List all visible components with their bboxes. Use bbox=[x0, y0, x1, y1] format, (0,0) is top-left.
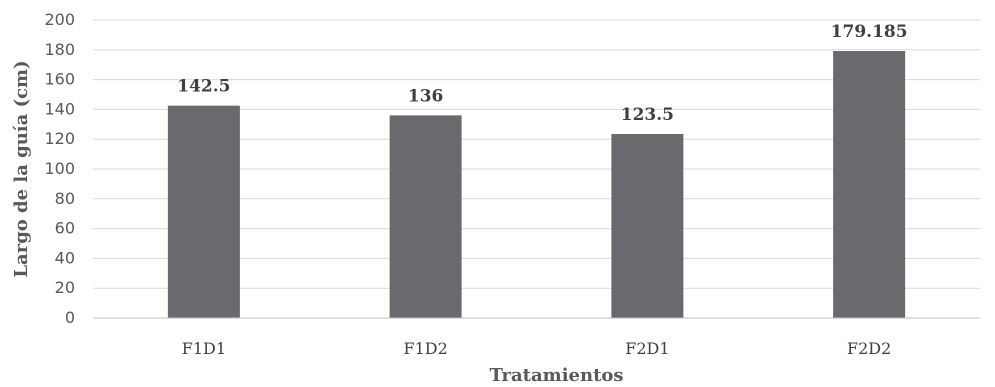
x-axis-title: Tratamientos bbox=[489, 365, 623, 386]
data-label: 179.185 bbox=[831, 22, 908, 42]
y-tick-label: 0 bbox=[65, 308, 75, 327]
x-tick-label: F2D1 bbox=[625, 339, 669, 358]
data-label: 123.5 bbox=[621, 105, 674, 125]
x-tick-label: F1D2 bbox=[403, 339, 447, 358]
bar-f1d2 bbox=[389, 115, 462, 318]
y-tick-label: 40 bbox=[55, 248, 75, 267]
y-tick-label: 80 bbox=[55, 189, 75, 208]
x-tick-label: F1D1 bbox=[182, 339, 226, 358]
y-tick-label: 120 bbox=[44, 129, 75, 148]
y-tick-label: 100 bbox=[44, 159, 75, 178]
y-tick-label: 60 bbox=[55, 219, 75, 238]
bar-f1d1 bbox=[167, 105, 240, 318]
data-labels: 142.5 136 123.5 179.185 bbox=[177, 22, 907, 125]
x-tick-labels: F1D1 F1D2 F2D1 F2D2 bbox=[182, 339, 892, 358]
bars bbox=[167, 51, 906, 319]
gridlines bbox=[93, 19, 980, 289]
bar-f2d1 bbox=[611, 133, 684, 318]
y-tick-label: 200 bbox=[44, 10, 75, 29]
y-axis-title: Largo de la guía (cm) bbox=[11, 60, 32, 277]
data-label: 142.5 bbox=[177, 77, 230, 97]
y-tick-label: 20 bbox=[55, 278, 75, 297]
bar-f2d2 bbox=[833, 51, 906, 319]
x-tick-label: F2D2 bbox=[847, 339, 891, 358]
y-tick-labels: 0 20 40 60 80 100 120 140 160 180 200 bbox=[44, 10, 75, 327]
y-tick-label: 180 bbox=[44, 40, 75, 59]
y-tick-label: 160 bbox=[44, 70, 75, 89]
y-tick-label: 140 bbox=[44, 99, 75, 118]
data-label: 136 bbox=[408, 86, 444, 106]
